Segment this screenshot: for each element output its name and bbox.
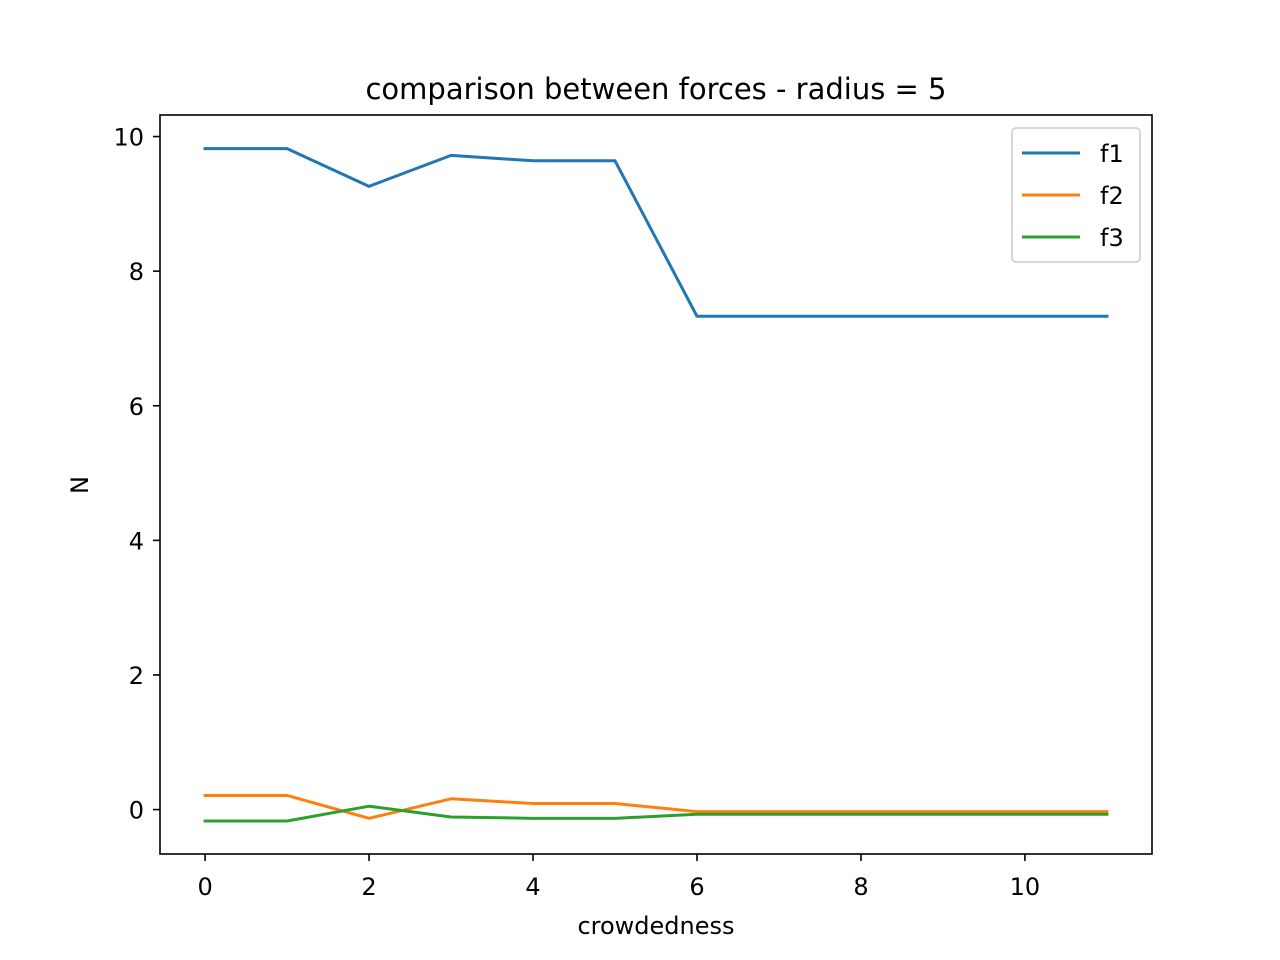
legend: f1 f2 f3 bbox=[1011, 127, 1141, 263]
y-tick-label: 6 bbox=[129, 393, 144, 421]
y-tick-label: 8 bbox=[129, 258, 144, 286]
y-tick-label: 0 bbox=[129, 797, 144, 825]
series-layer bbox=[203, 147, 1109, 823]
x-tick-label: 8 bbox=[853, 873, 868, 901]
x-tick-label: 0 bbox=[197, 873, 212, 901]
axes-frame bbox=[159, 114, 1153, 855]
series-line-f2 bbox=[203, 793, 1109, 820]
legend-label-f3: f3 bbox=[1100, 224, 1124, 252]
y-axis-label: N bbox=[66, 476, 94, 494]
series-line-f1 bbox=[203, 147, 1109, 318]
x-tick-label: 2 bbox=[361, 873, 376, 901]
y-tick-label: 2 bbox=[129, 662, 144, 690]
x-tick-label: 6 bbox=[689, 873, 704, 901]
plot-background bbox=[160, 115, 1152, 854]
plot-area bbox=[160, 115, 1152, 854]
series-line-f3 bbox=[203, 804, 1109, 823]
y-tick-label: 4 bbox=[129, 527, 144, 555]
x-tick-label: 10 bbox=[1010, 873, 1041, 901]
x-axis-label: crowdedness bbox=[577, 912, 734, 940]
legend-label-f2: f2 bbox=[1100, 182, 1124, 210]
legend-label-f1: f1 bbox=[1100, 140, 1124, 168]
y-tick-label: 10 bbox=[113, 124, 144, 152]
x-tick-label: 4 bbox=[525, 873, 540, 901]
axes-layer: 0 2 4 6 8 10 0 2 4 6 8 10 bbox=[113, 114, 1153, 901]
chart-title: comparison between forces - radius = 5 bbox=[365, 72, 946, 106]
